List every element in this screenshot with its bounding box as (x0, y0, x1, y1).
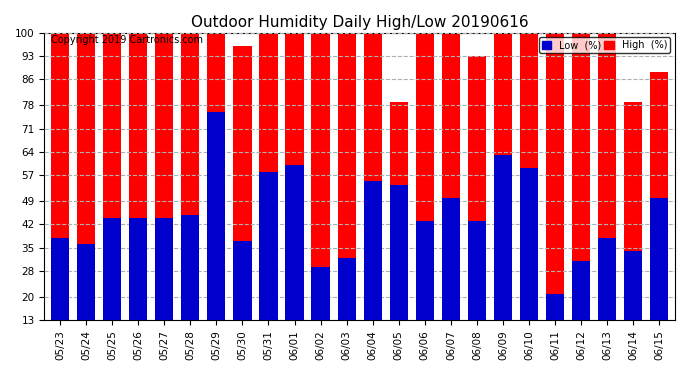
Bar (572, 261, 591, 363)
Bar (572, 33, 591, 363)
Bar (468, 56, 486, 363)
Bar (155, 218, 173, 363)
Bar (598, 238, 616, 363)
Text: Copyright 2019 Cartronics.com: Copyright 2019 Cartronics.com (50, 35, 203, 45)
Bar (546, 294, 564, 363)
Bar (286, 165, 304, 363)
Bar (129, 218, 147, 363)
Bar (468, 221, 486, 363)
Bar (415, 33, 434, 363)
Bar (390, 185, 408, 363)
Bar (415, 221, 434, 363)
Bar (650, 198, 669, 363)
Legend: Low  (%), High  (%): Low (%), High (%) (539, 38, 670, 53)
Bar (129, 33, 147, 363)
Bar (624, 251, 642, 363)
Bar (207, 33, 226, 363)
Bar (286, 33, 304, 363)
Bar (155, 33, 173, 363)
Bar (51, 238, 69, 363)
Bar (598, 33, 616, 363)
Bar (337, 258, 356, 363)
Bar (442, 33, 460, 363)
Bar (311, 267, 330, 363)
Bar (207, 112, 226, 363)
Bar (494, 33, 512, 363)
Bar (546, 33, 564, 363)
Bar (390, 102, 408, 363)
Bar (337, 33, 356, 363)
Bar (51, 33, 69, 363)
Bar (103, 33, 121, 363)
Bar (364, 33, 382, 363)
Bar (181, 214, 199, 363)
Bar (233, 46, 252, 363)
Bar (259, 33, 277, 363)
Bar (520, 168, 538, 363)
Bar (624, 102, 642, 363)
Bar (259, 171, 277, 363)
Title: Outdoor Humidity Daily High/Low 20190616: Outdoor Humidity Daily High/Low 20190616 (191, 15, 529, 30)
Bar (233, 241, 252, 363)
Bar (103, 218, 121, 363)
Bar (442, 198, 460, 363)
Bar (77, 244, 95, 363)
Bar (181, 33, 199, 363)
Bar (520, 33, 538, 363)
Bar (77, 33, 95, 363)
Bar (364, 182, 382, 363)
Bar (650, 72, 669, 363)
Bar (494, 155, 512, 363)
Bar (311, 33, 330, 363)
